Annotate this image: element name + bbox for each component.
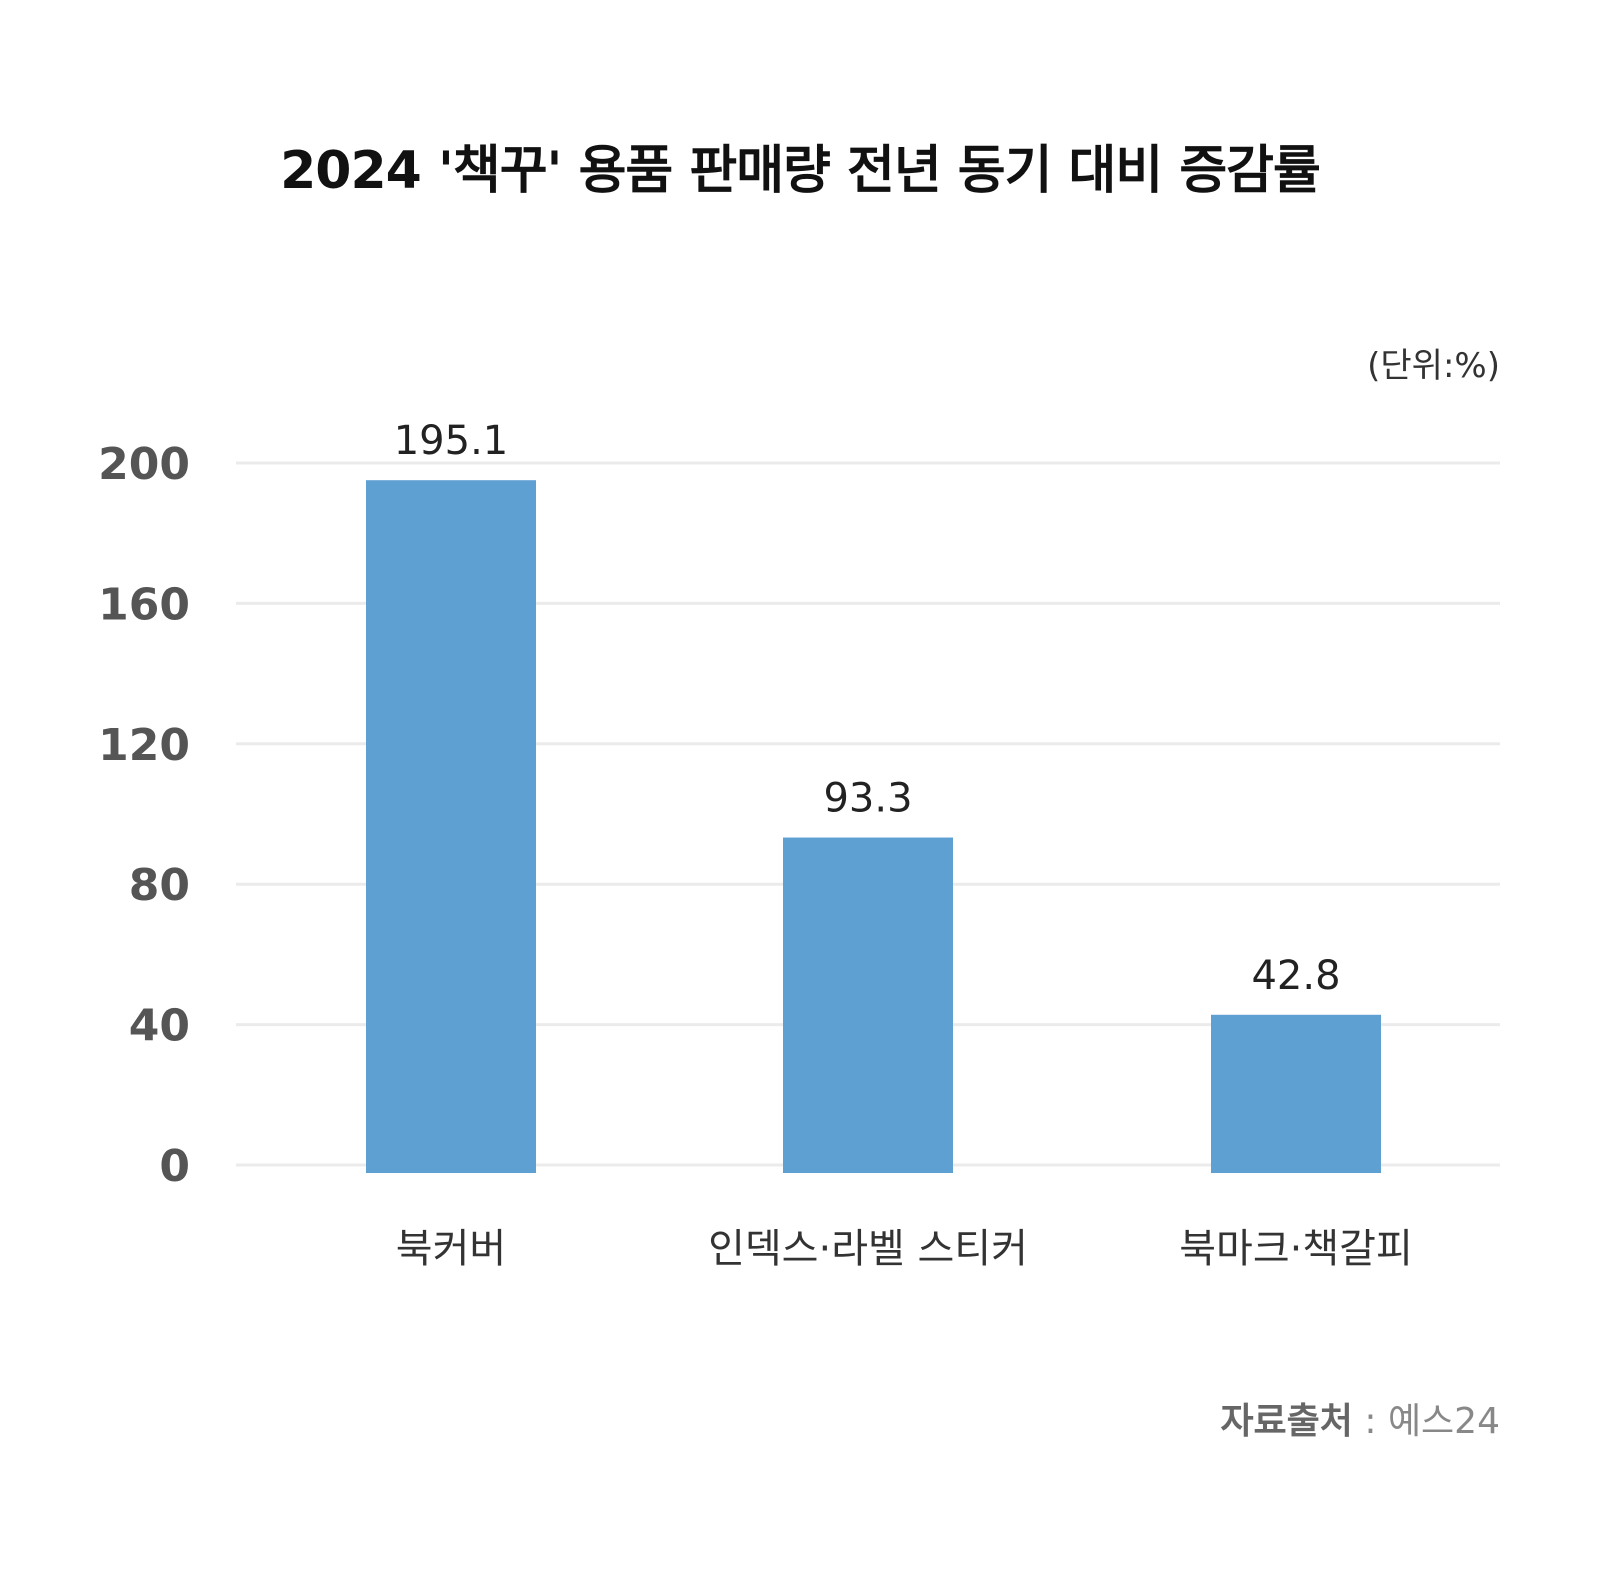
source-value: 예스24 xyxy=(1387,1401,1500,1442)
bar xyxy=(366,480,536,1174)
x-category-label: 북커버 xyxy=(396,1226,506,1272)
source-note: 자료출처 : 예스24 xyxy=(1220,1392,1500,1444)
y-tick-label: 80 xyxy=(129,860,190,911)
y-tick-label: 0 xyxy=(159,1141,190,1192)
bar xyxy=(783,837,953,1173)
data-label: 93.3 xyxy=(823,776,912,822)
chart-title: 2024 '책꾸' 용품 판매량 전년 동기 대비 증감률 xyxy=(280,141,1321,201)
source-separator: : xyxy=(1352,1401,1388,1442)
data-label: 195.1 xyxy=(394,418,509,464)
bar xyxy=(1211,1014,1381,1173)
y-tick-label: 200 xyxy=(98,439,190,490)
x-category-label: 인덱스·라벨 스티커 xyxy=(708,1226,1028,1272)
y-tick-label: 40 xyxy=(129,1001,190,1052)
source-label: 자료출처 xyxy=(1220,1401,1353,1442)
x-category-label: 북마크·책갈피 xyxy=(1179,1226,1413,1272)
y-tick-label: 120 xyxy=(98,720,190,771)
y-tick-label: 160 xyxy=(98,579,190,630)
unit-label: (단위:%) xyxy=(1367,346,1500,386)
data-label: 42.8 xyxy=(1251,953,1340,999)
